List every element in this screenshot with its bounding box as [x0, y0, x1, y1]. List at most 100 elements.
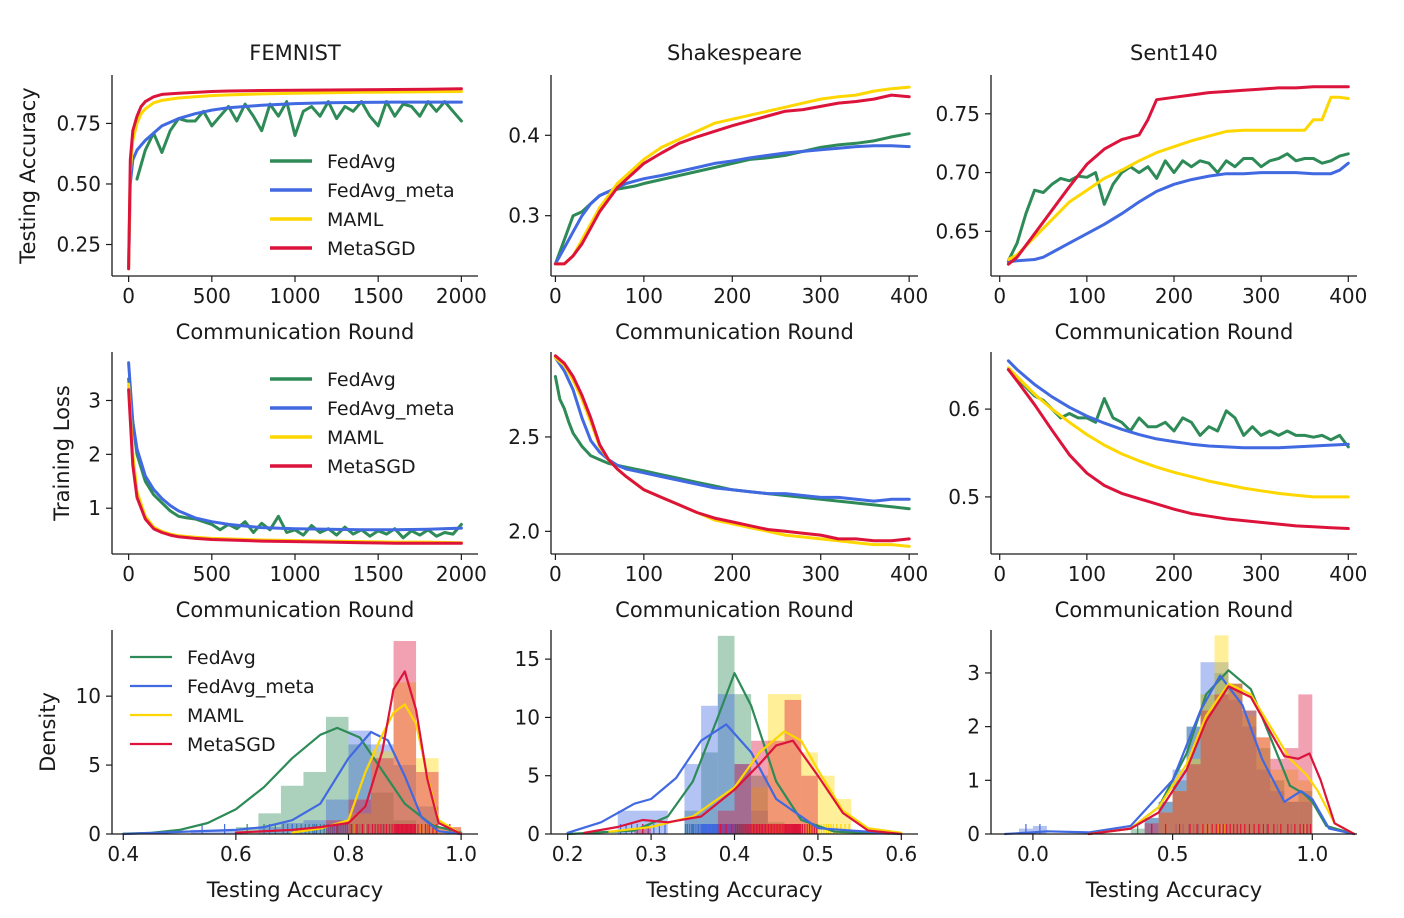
hist-bar-metasgd — [751, 740, 768, 834]
x-tick-label: 100 — [1068, 562, 1106, 586]
legend: FedAvg FedAvg_meta MAML MetaSGD — [130, 647, 315, 756]
x-axis-label: Communication Round — [176, 598, 415, 622]
panel-dens-femnist: 0.4 0.6 0.8 1.0 0 5 10 Testing Accuracy Density F… — [36, 630, 478, 902]
hist-bar-fedavg-meta — [617, 810, 635, 834]
series-line-fedavg — [127, 377, 463, 540]
x-tick-label: 0.5 — [1157, 842, 1189, 866]
hist-bar-fedavg — [1228, 683, 1243, 834]
series-line-metasgd — [127, 87, 463, 271]
panel-acc-sent140: 0 100 200 300 400 0.65 0.70 0.75 Communication R… — [935, 41, 1367, 344]
y-tick-label: 0.50 — [56, 172, 101, 196]
hist-bar-fedavg — [1242, 710, 1257, 834]
x-tick-label: 0.4 — [107, 842, 139, 866]
x-axis-label: Communication Round — [615, 598, 854, 622]
y-axis-label: Density — [36, 692, 60, 772]
hist-bar-metasgd — [1172, 791, 1187, 834]
x-tick-label: 400 — [1329, 284, 1367, 308]
x-axis-label: Communication Round — [176, 320, 415, 344]
legend-label: FedAvg_meta — [327, 180, 455, 202]
series-line-maml — [1006, 366, 1350, 499]
hist-bar-metasgd — [717, 810, 735, 834]
x-axis-label: Testing Accuracy — [1085, 878, 1262, 902]
x-tick-label: 0.6 — [885, 842, 917, 866]
x-tick-label: 200 — [1155, 284, 1193, 308]
rug-metasgd — [642, 824, 818, 834]
legend: FedAvg FedAvg_meta MAML MetaSGD — [270, 369, 455, 478]
x-tick-label: 300 — [802, 562, 840, 586]
legend-label: MetaSGD — [327, 456, 416, 478]
series-line-fedavg-meta — [1006, 359, 1350, 450]
panel-dens-sent140: 0.0 0.5 1.0 0 1 2 3 Testing Accuracy — [967, 630, 1357, 902]
hist-bar-fedavg — [751, 775, 768, 834]
x-tick-label: 0.5 — [802, 842, 834, 866]
y-tick-label: 0.6 — [948, 397, 980, 421]
x-tick-label: 0 — [122, 562, 135, 586]
y-axis-label: Testing Accuracy — [16, 87, 40, 264]
hist-bar-metasgd — [1214, 694, 1229, 834]
legend-label: FedAvg — [327, 369, 396, 391]
hist-bar-maml — [1256, 737, 1271, 834]
y-tick-label: 0.25 — [56, 233, 101, 257]
series-line-metasgd — [553, 93, 911, 266]
hist-bar-maml — [1172, 791, 1187, 834]
x-tick-label: 0 — [549, 562, 562, 586]
series-line-fedavg-meta — [553, 356, 911, 503]
x-axis-label: Communication Round — [1055, 320, 1294, 344]
x-tick-label: 400 — [1329, 562, 1367, 586]
rug-metasgd — [1151, 824, 1312, 834]
x-tick-label: 1.0 — [1296, 842, 1328, 866]
x-axis-label: Communication Round — [1055, 598, 1294, 622]
x-tick-label: 100 — [1068, 284, 1106, 308]
y-tick-label: 0.65 — [935, 219, 980, 243]
panel-loss-shakespeare: 0 100 200 300 400 2.0 2.5 Communication Round — [508, 352, 928, 622]
hist-bar-metasgd — [767, 740, 785, 834]
series-line-maml — [1087, 682, 1356, 836]
x-tick-label: 0.2 — [552, 842, 584, 866]
y-tick-label: 0 — [967, 822, 980, 846]
hist-bar-fedavg — [303, 771, 326, 834]
hist-bar-fedavg-meta — [1158, 801, 1173, 834]
series-line-metasgd — [1087, 685, 1356, 836]
x-tick-label: 1.0 — [445, 842, 477, 866]
x-tick-label: 100 — [625, 562, 663, 586]
x-tick-label: 400 — [890, 284, 928, 308]
hist-bar-maml — [1284, 769, 1299, 834]
hist-bar-fedavg-meta — [1242, 726, 1257, 834]
panel-loss-femnist: 0 500 1000 1500 2000 1 2 3 Communication Round Tr… — [50, 352, 487, 622]
hist-bar-fedavg-meta — [1270, 791, 1285, 834]
series-line-maml — [553, 85, 911, 266]
x-tick-label: 0 — [993, 284, 1006, 308]
series-line-fedavg — [135, 100, 463, 181]
hist-bar-maml — [1228, 683, 1243, 834]
y-tick-label: 0.70 — [935, 161, 980, 185]
hist-bar-fedavg — [1298, 791, 1313, 834]
hist-bar-maml — [1186, 758, 1201, 834]
hist-bar-metasgd — [1284, 748, 1299, 834]
x-axis-label: Testing Accuracy — [645, 878, 822, 902]
series-line-metasgd — [553, 354, 911, 543]
hist-bar-metasgd — [1242, 710, 1257, 834]
x-tick-label: 500 — [193, 284, 231, 308]
hist-bar-fedavg-meta — [348, 730, 372, 834]
series-line-maml — [1006, 95, 1350, 261]
hist-bar-metasgd — [348, 799, 372, 834]
hist-bar-metasgd — [1270, 758, 1285, 834]
series-line-fedavg — [1006, 152, 1350, 263]
hist-bar-metasgd — [1256, 737, 1271, 834]
x-tick-label: 300 — [1242, 562, 1280, 586]
series-line-metasgd — [127, 388, 463, 545]
x-tick-label: 300 — [802, 284, 840, 308]
x-tick-label: 0.4 — [719, 842, 751, 866]
x-tick-label: 200 — [1155, 562, 1193, 586]
hist-bar-maml — [1270, 769, 1285, 834]
legend-label: MAML — [327, 427, 384, 449]
x-tick-label: 200 — [713, 284, 751, 308]
x-axis-label: Communication Round — [615, 320, 854, 344]
series-line-fedavg-meta — [1003, 674, 1356, 836]
legend: FedAvg FedAvg_meta MAML MetaSGD — [270, 151, 455, 260]
y-tick-label: 2 — [88, 442, 101, 466]
x-tick-label: 1000 — [270, 562, 321, 586]
series-line-fedavg-meta — [127, 361, 463, 532]
hist-bar-metasgd — [1298, 694, 1313, 834]
y-tick-label: 0.4 — [508, 123, 540, 147]
